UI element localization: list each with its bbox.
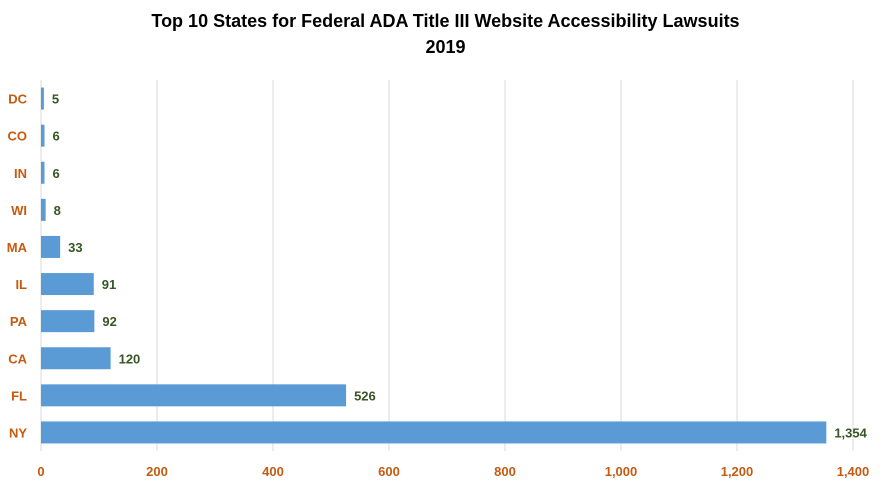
category-label-in: IN [14, 166, 27, 181]
category-label-fl: FL [11, 388, 27, 403]
category-label-ca: CA [8, 351, 27, 366]
x-tick-label: 1,200 [721, 464, 754, 479]
x-tick-label: 200 [146, 464, 168, 479]
x-tick-label: 800 [494, 464, 516, 479]
data-label-ny: 1,354 [834, 425, 867, 440]
x-tick-label: 1,000 [605, 464, 638, 479]
bar-co [41, 124, 45, 147]
data-labels: 5 6 6 8 33 91 92 120 526 1,354 [52, 92, 868, 441]
bar-ca [41, 347, 111, 370]
chart-subtitle: 2019 [425, 37, 466, 57]
x-tick-label: 600 [378, 464, 400, 479]
chart-title-block: Top 10 States for Federal ADA Title III … [0, 8, 891, 60]
data-label-fl: 526 [354, 388, 376, 403]
bar-fl [41, 384, 347, 407]
data-label-ma: 33 [68, 240, 82, 255]
data-label-co: 6 [52, 129, 59, 144]
x-axis-tick-labels: 0 200 400 600 800 1,000 1,200 1,400 [37, 464, 869, 479]
category-label-ny: NY [9, 425, 27, 440]
category-label-pa: PA [10, 314, 28, 329]
data-label-ca: 120 [119, 351, 141, 366]
category-label-wi: WI [11, 203, 27, 218]
category-label-dc: DC [8, 92, 27, 107]
bar-ma [41, 235, 61, 258]
x-tick-label: 1,400 [837, 464, 870, 479]
bar-pa [41, 310, 95, 333]
data-label-wi: 8 [54, 203, 61, 218]
bar-wi [41, 198, 46, 221]
bar-in [41, 161, 45, 184]
data-label-in: 6 [52, 166, 59, 181]
category-label-co: CO [8, 129, 28, 144]
data-label-dc: 5 [52, 92, 59, 107]
category-label-ma: MA [7, 240, 28, 255]
data-label-pa: 92 [102, 314, 116, 329]
category-labels: DC CO IN WI MA IL PA CA FL NY [7, 92, 28, 441]
data-label-il: 91 [102, 277, 116, 292]
chart-title: Top 10 States for Federal ADA Title III … [151, 11, 740, 31]
x-tick-label: 0 [37, 464, 44, 479]
category-label-il: IL [15, 277, 27, 292]
bar-dc [41, 87, 44, 110]
x-tick-label: 400 [262, 464, 284, 479]
bar-il [41, 273, 94, 296]
bar-ny [41, 421, 827, 444]
bars [41, 87, 827, 444]
